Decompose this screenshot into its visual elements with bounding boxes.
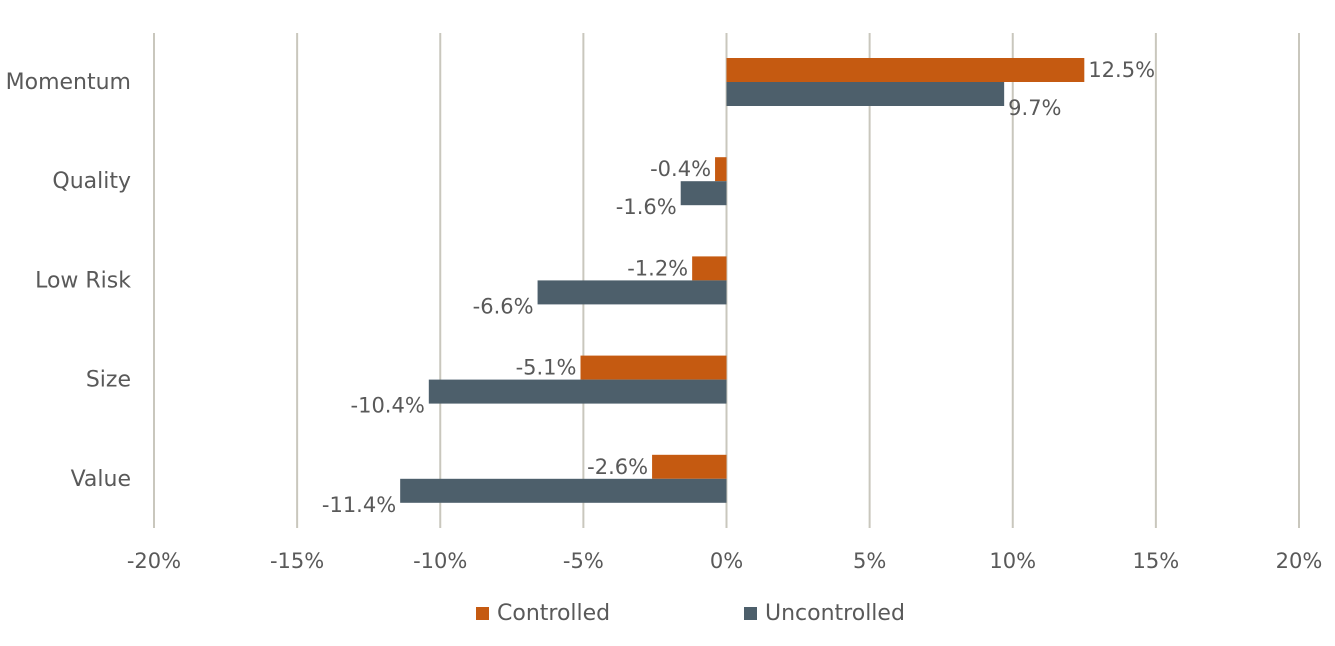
- category-label-size: Size: [86, 368, 131, 393]
- legend-swatch-uncontrolled: [744, 606, 757, 620]
- x-tick-label-5: 5%: [853, 549, 886, 573]
- bar-controlled-low-risk: [692, 256, 727, 281]
- x-tick-label-7: 15%: [1133, 549, 1180, 573]
- category-labels: Momentum Quality Low Risk Size Value: [6, 70, 132, 492]
- data-label-controlled-value: -2.6%: [587, 455, 648, 479]
- x-tick-label-1: -15%: [270, 549, 324, 573]
- bar-uncontrolled-momentum: [726, 82, 1005, 106]
- category-label-low-risk: Low Risk: [35, 268, 131, 293]
- legend-label-controlled: Controlled: [497, 600, 611, 626]
- legend-label-uncontrolled: Uncontrolled: [765, 600, 905, 626]
- legend: Controlled Uncontrolled: [0, 598, 1335, 628]
- bar-controlled-momentum: [726, 58, 1085, 82]
- bar-controlled-value: [652, 454, 727, 479]
- data-label-uncontrolled-low-risk: -6.6%: [473, 294, 534, 318]
- data-label-uncontrolled-size: -10.4%: [351, 394, 425, 418]
- x-tick-label-8: 20%: [1276, 549, 1323, 573]
- bar-uncontrolled-value: [400, 478, 727, 503]
- x-tick-label-0: -20%: [127, 549, 181, 573]
- x-tick-labels: -20% -15% -10% -5% 0% 5% 10% 15% 20%: [127, 549, 1322, 573]
- legend-item-uncontrolled: Uncontrolled: [744, 598, 905, 628]
- x-tick-label-4: 0%: [710, 549, 743, 573]
- bar-uncontrolled-low-risk: [537, 280, 727, 305]
- data-label-controlled-momentum: 12.5%: [1088, 58, 1155, 82]
- data-label-uncontrolled-momentum: 9.7%: [1008, 96, 1061, 120]
- category-label-quality: Quality: [52, 169, 131, 194]
- category-label-momentum: Momentum: [6, 70, 131, 95]
- data-label-controlled-size: -5.1%: [516, 356, 577, 380]
- legend-item-controlled: Controlled: [476, 598, 610, 628]
- data-label-uncontrolled-quality: -1.6%: [616, 195, 677, 219]
- legend-swatch-controlled: [476, 606, 489, 620]
- data-label-controlled-quality: -0.4%: [650, 157, 711, 181]
- data-labels: 12.5% 9.7% -0.4% -1.6% -1.2% -6.6% -5.1% -10.4%…: [322, 58, 1155, 517]
- bar-uncontrolled-quality: [680, 181, 727, 206]
- bar-controlled-size: [580, 355, 727, 380]
- bar-uncontrolled-size: [428, 379, 727, 404]
- x-tick-label-3: -5%: [563, 549, 604, 573]
- bar-controlled-quality: [715, 157, 727, 182]
- data-label-uncontrolled-value: -11.4%: [322, 493, 396, 517]
- x-tick-label-6: 10%: [989, 549, 1036, 573]
- category-label-value: Value: [71, 467, 131, 492]
- x-tick-label-2: -10%: [413, 549, 467, 573]
- data-label-controlled-low-risk: -1.2%: [627, 256, 688, 280]
- bars: [400, 58, 1085, 503]
